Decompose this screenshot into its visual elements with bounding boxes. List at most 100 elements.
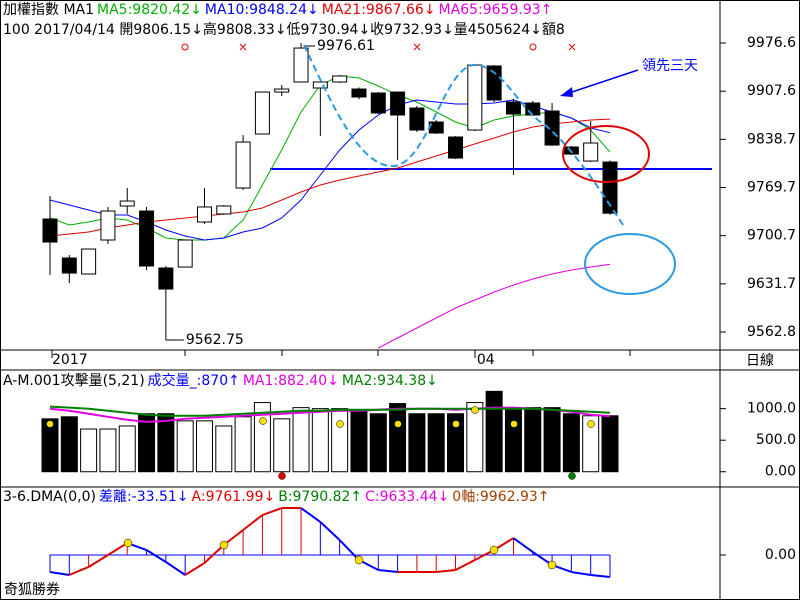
y-tick-label: 9700.7 xyxy=(747,228,796,244)
candle-body xyxy=(254,91,270,135)
header-text: MA1:882.40↓ xyxy=(243,373,339,389)
candle-body xyxy=(351,88,367,98)
target-circle xyxy=(584,233,676,295)
candle-body xyxy=(274,88,290,93)
candle-body xyxy=(119,200,135,207)
brand: 奇狐勝券 xyxy=(4,581,60,598)
low-label: 9562.75 xyxy=(186,332,244,348)
period-label: 日線 xyxy=(746,353,774,369)
arrow-head xyxy=(560,87,573,97)
volume-bar xyxy=(195,420,213,473)
candle-body xyxy=(216,205,232,215)
dma-line xyxy=(165,561,186,576)
arrow xyxy=(565,69,639,95)
headers: 加權指數 MA1 MA5:9820.42↓ MA10:9848.24↓ MA21:98… xyxy=(1,1,569,506)
highlight-circle xyxy=(562,125,650,183)
candle-body xyxy=(312,81,328,89)
line xyxy=(378,263,611,349)
signals xyxy=(181,43,576,51)
candle-body xyxy=(390,91,406,116)
volume-bar xyxy=(466,402,484,473)
x-tick-label: 2017 xyxy=(52,352,88,368)
volume-bar xyxy=(215,425,233,473)
dma-line xyxy=(68,566,90,576)
high-label: 9976.61 xyxy=(317,38,375,54)
dma-line xyxy=(512,537,534,553)
candle-body xyxy=(525,102,541,116)
x-axis-ticks xyxy=(51,350,631,358)
volume-bar xyxy=(157,413,175,473)
volume-signals xyxy=(46,406,595,480)
y-tick-label: 9838.7 xyxy=(747,131,796,147)
volume-bar xyxy=(389,403,407,473)
candle-body xyxy=(196,206,212,223)
header-text: A:9761.99↓ xyxy=(192,489,276,505)
y-tick-label: 9769.7 xyxy=(747,180,796,196)
candle-body xyxy=(486,65,502,101)
dma-line xyxy=(242,514,264,531)
dma-line xyxy=(88,554,109,568)
volume-bar xyxy=(41,418,59,473)
volume-bar xyxy=(427,413,445,473)
header-bg xyxy=(1,372,442,390)
volume-bar xyxy=(80,428,98,473)
dma-signals xyxy=(123,538,557,570)
candle-body xyxy=(293,47,309,83)
dma-line xyxy=(378,569,398,573)
y-tick-label: 9907.6 xyxy=(747,83,796,99)
y-tick-label: 9631.7 xyxy=(747,276,796,292)
header-text: A-M.001攻擊量(5,21) xyxy=(3,372,145,389)
candle-body xyxy=(235,141,251,189)
header-text: MA65:9659.93↑ xyxy=(439,2,553,18)
dma-line xyxy=(107,542,128,556)
candle-body xyxy=(602,161,618,214)
y-tick-label: 0.00 xyxy=(765,547,796,563)
y-tick-label: 1000.0 xyxy=(747,401,796,417)
volume-bar xyxy=(350,411,368,473)
header-text: 加權指數 MA1 xyxy=(3,2,94,18)
volume-bar xyxy=(485,390,503,473)
header-text: 成交量_:870↑ xyxy=(148,372,240,389)
volume-bar xyxy=(60,416,78,473)
candle-body xyxy=(505,101,521,115)
candle-body xyxy=(139,210,155,267)
dma-panel: 0.00 xyxy=(49,507,796,579)
header-text: 100 2017/04/14 開9806.15↓高9808.33↓低9730.9… xyxy=(3,21,565,38)
header-bg xyxy=(1,21,569,39)
volume-bar xyxy=(138,413,156,473)
header-text: B:9790.82↑ xyxy=(278,489,362,505)
y-tick-label: 0.00 xyxy=(765,464,796,480)
volume-bar xyxy=(408,413,426,473)
dma-line xyxy=(184,562,206,576)
header-bg xyxy=(1,1,557,19)
volume-bar xyxy=(273,418,291,473)
header-bg xyxy=(1,488,554,506)
dma-line xyxy=(49,570,70,576)
candle-body xyxy=(370,92,386,114)
volume-bar xyxy=(234,416,252,473)
volume-bar xyxy=(331,408,349,473)
candle-body xyxy=(467,64,483,131)
volume-panel: 1000.0 500.0 0.00 xyxy=(41,390,796,480)
header-text: MA2:934.38↓ xyxy=(342,373,438,389)
volume-bar xyxy=(176,420,194,473)
candle-body xyxy=(61,257,77,274)
header-text: MA5:9820.42↓ xyxy=(97,2,202,18)
candle-body xyxy=(448,136,464,159)
volume-bar xyxy=(524,407,542,473)
dma-line xyxy=(436,569,456,573)
header-text: C:9633.44↓ xyxy=(365,489,449,505)
header-text: 0軸:9962.93↑ xyxy=(452,489,549,505)
price-panel: 9976.6 9907.6 9838.7 9769.7 9700.7 9631.7 9562… xyxy=(42,35,796,369)
dma-line xyxy=(571,570,591,576)
volume-bar xyxy=(562,413,580,473)
candle-body xyxy=(42,218,58,243)
line xyxy=(49,405,611,417)
y-tick-label: 500.0 xyxy=(756,432,796,448)
volume-bar xyxy=(292,407,310,473)
header-text: 3-6.DMA(0,0) xyxy=(3,489,96,505)
volume-bar xyxy=(118,425,136,473)
